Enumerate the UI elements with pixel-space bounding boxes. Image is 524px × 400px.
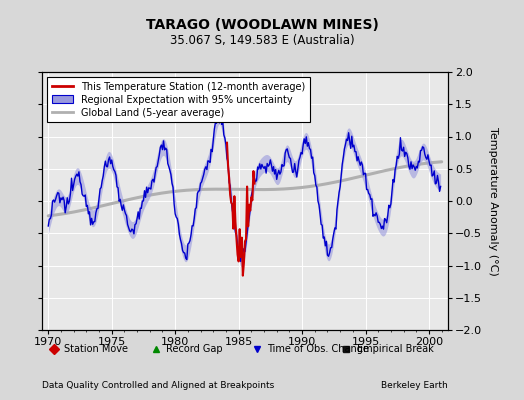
Text: Record Gap: Record Gap [166,344,222,354]
Text: Empirical Break: Empirical Break [357,344,433,354]
Text: Berkeley Earth: Berkeley Earth [381,381,448,390]
Y-axis label: Temperature Anomaly (°C): Temperature Anomaly (°C) [488,127,498,275]
Text: TARAGO (WOODLAWN MINES): TARAGO (WOODLAWN MINES) [146,18,378,32]
Text: Station Move: Station Move [64,344,128,354]
Legend: This Temperature Station (12-month average), Regional Expectation with 95% uncer: This Temperature Station (12-month avera… [47,77,310,122]
Text: 35.067 S, 149.583 E (Australia): 35.067 S, 149.583 E (Australia) [170,34,354,47]
Text: Time of Obs. Change: Time of Obs. Change [267,344,369,354]
Text: Data Quality Controlled and Aligned at Breakpoints: Data Quality Controlled and Aligned at B… [42,381,274,390]
